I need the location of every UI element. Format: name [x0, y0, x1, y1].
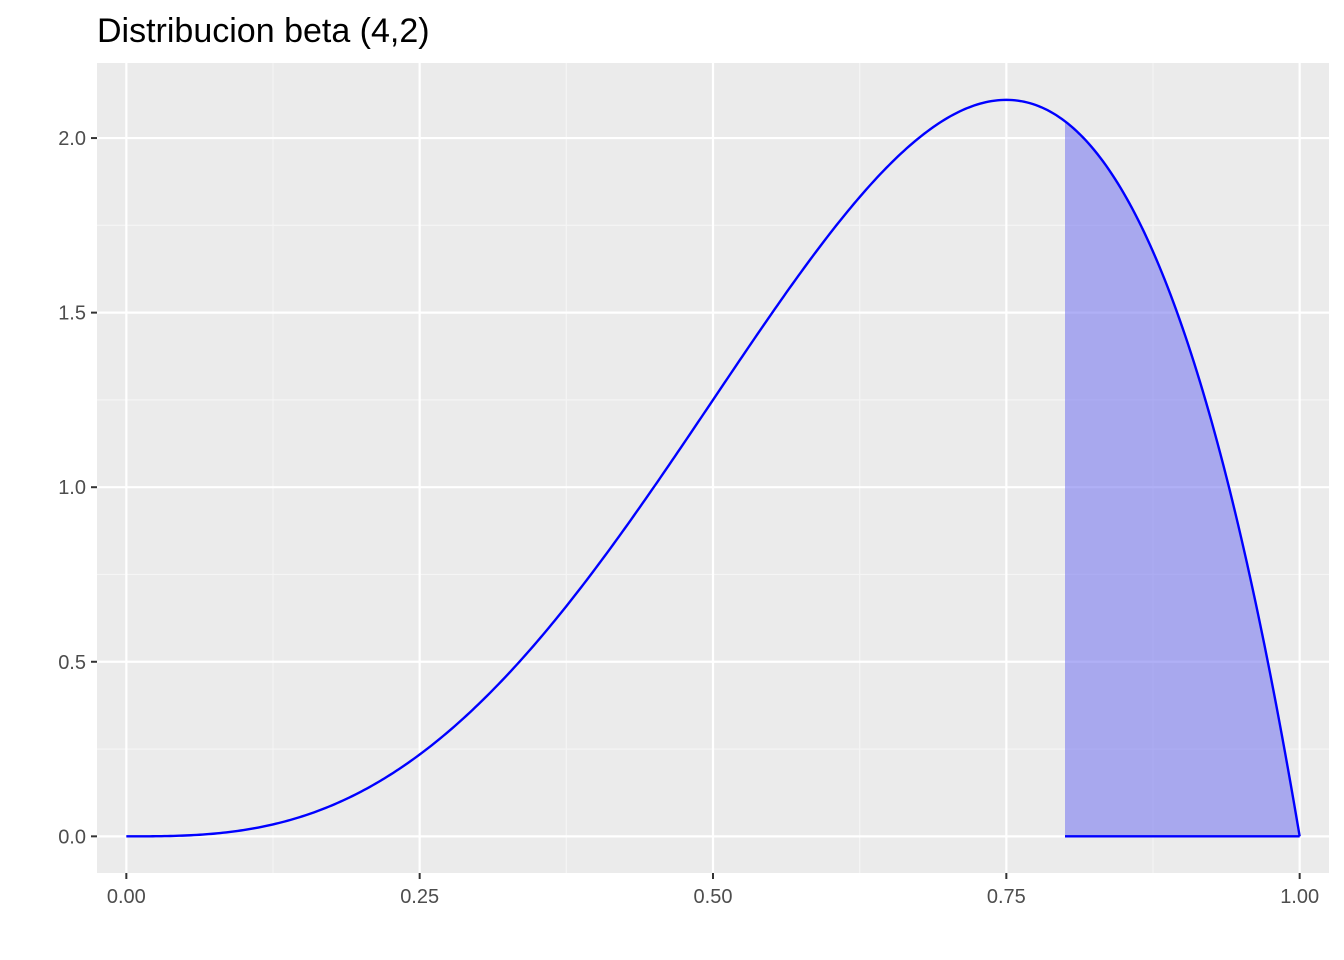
- x-tick-label: 1.00: [1280, 886, 1319, 908]
- y-tick-label: 1.5: [58, 303, 86, 325]
- shaded-region: [1065, 121, 1300, 837]
- y-tick-label: 2.0: [58, 128, 86, 150]
- x-tick-label: 0.00: [107, 886, 146, 908]
- x-tick-label: 0.50: [694, 886, 733, 908]
- chart-title: Distribucion beta (4,2): [97, 12, 430, 50]
- x-axis: 0.00 0.25 0.50 0.75 1.00: [107, 873, 1319, 908]
- y-axis: 0.0 0.5 1.0 1.5 2.0: [58, 128, 97, 848]
- density-curve: [126, 98, 1301, 838]
- y-tick-label: 0.5: [58, 652, 86, 674]
- x-tick-label: 0.25: [400, 886, 439, 908]
- grid-major: [97, 63, 1329, 873]
- y-tick-label: 0.0: [58, 826, 86, 848]
- y-tick-label: 1.0: [58, 477, 86, 499]
- x-tick-label: 0.75: [987, 886, 1026, 908]
